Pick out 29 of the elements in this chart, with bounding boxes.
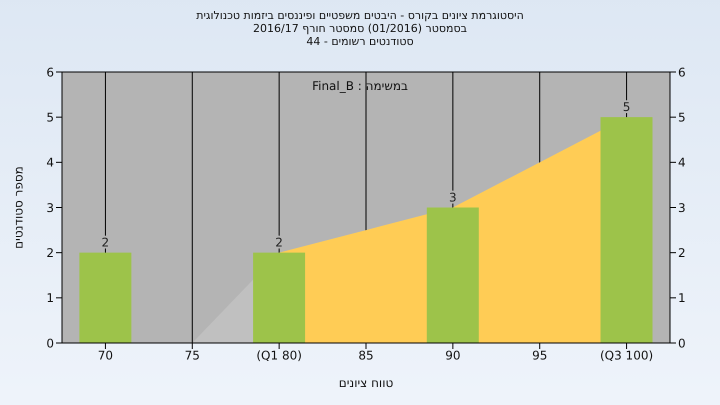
y-tick-label: 5	[46, 110, 54, 124]
y2-tick-label: 5	[678, 110, 686, 124]
y-tick-label: 6	[46, 65, 54, 80]
x-tick-label: (Q1 80)	[256, 348, 302, 363]
y2-tick-label: 2	[678, 246, 686, 260]
y-tick-label: 3	[46, 200, 54, 215]
bar	[600, 117, 653, 343]
y2-tick-label: 1	[678, 291, 686, 306]
bar	[426, 208, 479, 343]
y-tick-label: 2	[46, 246, 54, 260]
y-tick-label: 0	[46, 336, 54, 350]
x-axis-title: טווח ציונים	[338, 376, 394, 390]
x-tick-label: 85	[358, 348, 374, 363]
annotation: Final_B : במשימה	[311, 79, 409, 93]
y2-tick-label: 3	[678, 200, 686, 215]
y2-tick-label: 0	[678, 336, 686, 350]
x-tick-label: 70	[98, 348, 114, 363]
y-axis-title: מספר סטודנטים	[11, 166, 26, 249]
x-tick-label: (Q3 100)	[600, 348, 654, 363]
y2-tick-label: 4	[678, 156, 686, 170]
x-tick-label: 90	[445, 348, 460, 363]
bar	[79, 252, 132, 343]
chart-title: היסטוגרמת ציונים בקורס - היבטים משפטיים ופיננסים ביזמות טכנולוגית	[195, 9, 525, 22]
x-tick-label: 95	[532, 348, 548, 363]
y-tick-label: 1	[46, 291, 54, 306]
x-tick-label: 75	[184, 348, 200, 363]
y2-tick-label: 6	[678, 65, 686, 80]
y-tick-label: 4	[46, 156, 54, 170]
chart-subtitle: בסמסטר (01/2016) סמסטר חורף 2016/17 סטודנטים רשומים - 44	[252, 22, 468, 48]
